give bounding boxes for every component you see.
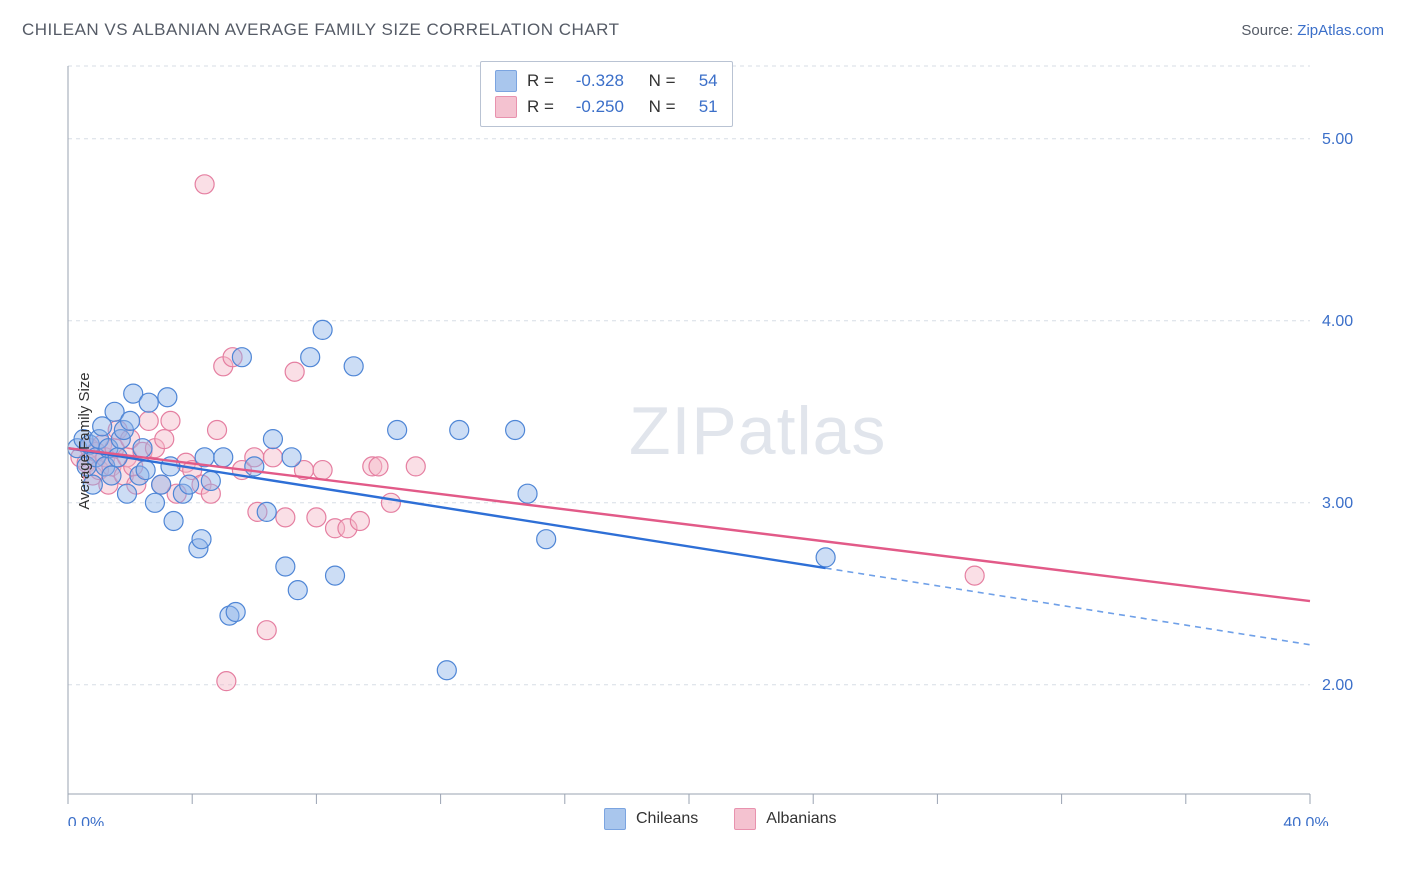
data-point-series-a (537, 530, 556, 549)
data-point-series-a (301, 348, 320, 367)
data-point-series-a (164, 512, 183, 531)
r-value-series-a: -0.328 (564, 71, 624, 91)
data-point-series-a (152, 475, 171, 494)
data-point-series-b (217, 672, 236, 691)
data-point-series-b (350, 512, 369, 531)
swatch-series-b (495, 96, 517, 118)
legend-row-series-a: R = -0.328 N = 54 (495, 68, 718, 94)
y-tick-label: 5.00 (1322, 131, 1353, 148)
data-point-series-b (965, 566, 984, 585)
correlation-legend: R = -0.328 N = 54 R = -0.250 N = 51 (480, 61, 733, 127)
swatch-series-a (604, 808, 626, 830)
data-point-series-b (195, 175, 214, 194)
legend-item-series-b: Albanians (734, 808, 836, 830)
data-point-series-b (313, 461, 332, 480)
y-tick-label: 4.00 (1322, 313, 1353, 330)
data-point-series-b (263, 448, 282, 467)
legend-row-series-b: R = -0.250 N = 51 (495, 94, 718, 120)
data-point-series-a (214, 448, 233, 467)
n-value-series-b: 51 (686, 97, 718, 117)
n-label: N = (649, 97, 676, 117)
chart-container: Average Family Size ZIPatlas 2.00 3.00 4.00… (50, 56, 1370, 826)
data-point-series-a (121, 411, 140, 430)
n-label: N = (649, 71, 676, 91)
data-point-series-a (145, 493, 164, 512)
data-point-series-a (344, 357, 363, 376)
data-point-series-a (263, 430, 282, 449)
data-point-series-b (406, 457, 425, 476)
data-point-series-b (208, 421, 227, 440)
x-tick-label-min: 0.0% (68, 815, 104, 826)
chart-title: CHILEAN VS ALBANIAN AVERAGE FAMILY SIZE … (22, 20, 620, 40)
data-point-series-a (437, 661, 456, 680)
chart-header: CHILEAN VS ALBANIAN AVERAGE FAMILY SIZE … (22, 20, 1384, 40)
data-point-series-a (158, 388, 177, 407)
data-point-series-a (288, 581, 307, 600)
trend-line-series-a-extrapolated (826, 568, 1310, 645)
watermark: ZIPatlas (629, 393, 886, 469)
data-point-series-a (226, 603, 245, 622)
data-point-series-a (139, 393, 158, 412)
r-label: R = (527, 71, 554, 91)
legend-item-series-a: Chileans (604, 808, 698, 830)
data-point-series-a (313, 320, 332, 339)
data-point-series-b (369, 457, 388, 476)
data-point-series-b (307, 508, 326, 527)
data-point-series-a (201, 471, 220, 490)
data-point-series-a (326, 566, 345, 585)
data-point-series-a (506, 421, 525, 440)
y-tick-label: 2.00 (1322, 677, 1353, 694)
source-attribution: Source: ZipAtlas.com (1241, 22, 1384, 39)
trend-line-series-b (68, 448, 1310, 601)
data-point-series-b (381, 493, 400, 512)
legend-label-series-a: Chileans (636, 810, 698, 828)
legend-label-series-b: Albanians (766, 810, 836, 828)
data-point-series-b (257, 621, 276, 640)
n-value-series-a: 54 (686, 71, 718, 91)
data-point-series-a (257, 502, 276, 521)
data-point-series-a (282, 448, 301, 467)
data-point-series-b (161, 411, 180, 430)
data-point-series-a (232, 348, 251, 367)
r-value-series-b: -0.250 (564, 97, 624, 117)
data-point-series-b (139, 411, 158, 430)
data-point-series-a (136, 461, 155, 480)
data-point-series-a (192, 530, 211, 549)
data-point-series-a (117, 484, 136, 503)
data-point-series-a (133, 439, 152, 458)
x-tick-label-max: 40.0% (1283, 815, 1328, 826)
series-legend: Chileans Albanians (604, 808, 837, 830)
swatch-series-a (495, 70, 517, 92)
data-point-series-b (285, 362, 304, 381)
correlation-legend-box: R = -0.328 N = 54 R = -0.250 N = 51 (480, 61, 733, 127)
data-point-series-b (276, 508, 295, 527)
data-point-series-a (816, 548, 835, 567)
data-point-series-a (450, 421, 469, 440)
data-point-series-a (518, 484, 537, 503)
data-point-series-a (102, 466, 121, 485)
r-label: R = (527, 97, 554, 117)
data-point-series-a (388, 421, 407, 440)
swatch-series-b (734, 808, 756, 830)
data-point-series-a (180, 475, 199, 494)
y-tick-label: 3.00 (1322, 495, 1353, 512)
source-prefix: Source: (1241, 22, 1297, 39)
data-point-series-a (276, 557, 295, 576)
data-point-series-b (155, 430, 174, 449)
source-link[interactable]: ZipAtlas.com (1297, 22, 1384, 39)
scatter-chart: ZIPatlas 2.00 3.00 4.00 5.00 0.0% 40.0% (50, 56, 1370, 826)
y-axis-label: Average Family Size (76, 372, 93, 509)
